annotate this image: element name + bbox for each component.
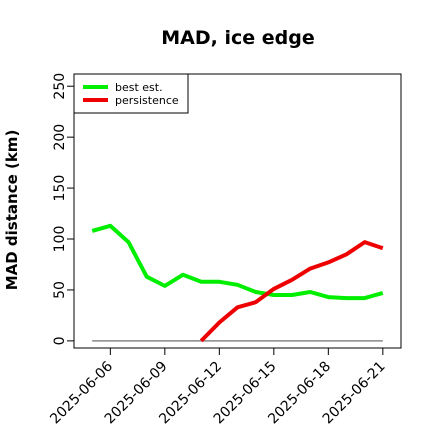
y-tick-label: 250 bbox=[52, 73, 68, 100]
series-line-best-est bbox=[91, 223, 384, 301]
y-tick-label: 200 bbox=[52, 124, 68, 151]
chart-title: MAD, ice edge bbox=[161, 27, 314, 49]
legend-label-best-est: best est. bbox=[115, 81, 163, 94]
y-tick-label: 50 bbox=[52, 281, 68, 299]
x-axis: 2025-06-062025-06-092025-06-122025-06-15… bbox=[47, 347, 389, 427]
series-line-persistence bbox=[199, 240, 384, 343]
legend: best est. persistence bbox=[73, 73, 189, 114]
y-axis-label: MAD distance (km) bbox=[3, 130, 21, 291]
y-tick-label: 0 bbox=[52, 336, 68, 345]
y-tick-label: 150 bbox=[52, 175, 68, 202]
legend-box bbox=[73, 73, 189, 114]
series-lines bbox=[91, 223, 384, 343]
y-axis: 0 50 100 150 200 250 bbox=[52, 73, 75, 345]
legend-label-persistence: persistence bbox=[115, 94, 179, 107]
y-tick-label: 100 bbox=[52, 226, 68, 253]
